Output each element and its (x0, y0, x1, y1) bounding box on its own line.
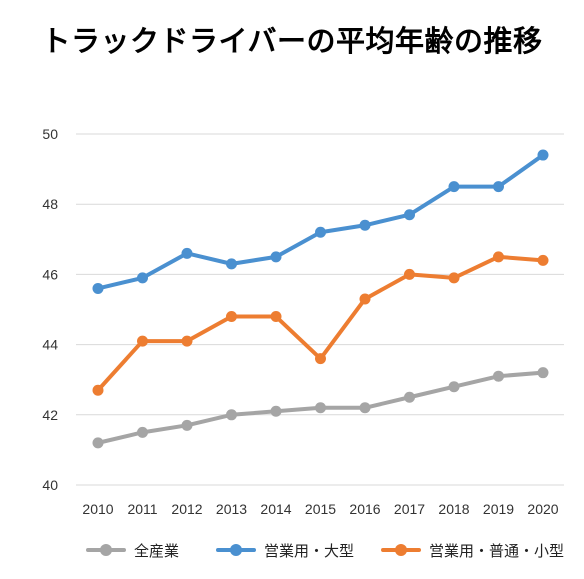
x-tick-label: 2019 (483, 501, 514, 517)
grid-lines (76, 133, 564, 486)
data-point (92, 282, 104, 294)
data-point (226, 409, 237, 421)
data-point (448, 181, 460, 193)
x-tick-label: 2013 (216, 501, 247, 517)
legend-label-commercial-large: 営業用・大型 (264, 541, 355, 560)
legend-swatch-commercial-large (212, 538, 260, 562)
x-tick-label: 2017 (394, 501, 425, 517)
x-tick-label: 2015 (305, 501, 336, 517)
data-point (181, 419, 193, 431)
x-tick-label: 2016 (349, 501, 380, 517)
data-point (270, 405, 282, 417)
y-tick-label: 50 (42, 126, 58, 142)
data-point (315, 226, 326, 238)
y-tick-label: 48 (42, 196, 58, 212)
data-point (92, 384, 104, 396)
data-point (537, 367, 549, 379)
data-point (270, 251, 282, 263)
data-point (137, 335, 148, 347)
legend-swatch-commercial-small (377, 538, 425, 562)
x-tick-label: 2020 (527, 501, 558, 517)
data-point (315, 402, 326, 414)
y-tick-label: 44 (42, 337, 58, 353)
data-point (493, 181, 504, 193)
series-line-2 (96, 254, 545, 393)
data-point (181, 247, 193, 259)
data-point (137, 272, 148, 284)
legend-label-all-industries: 全産業 (134, 541, 180, 560)
x-tick-label: 2014 (260, 501, 291, 517)
x-tick-label: 2011 (127, 501, 157, 517)
data-point (359, 293, 371, 305)
x-tick-label: 2018 (438, 501, 469, 517)
data-point (537, 149, 549, 161)
chart-title: トラックドライバーの平均年齢の推移 (41, 24, 543, 58)
data-point (404, 209, 415, 221)
data-point (270, 311, 282, 323)
data-point (359, 219, 371, 231)
legend: 全産業 営業用・大型 営業用・普通・小型 (0, 538, 584, 562)
y-axis-tick-labels: 40 42 44 46 48 50 (42, 126, 58, 493)
x-tick-label: 2010 (82, 501, 113, 517)
data-point (92, 437, 104, 449)
data-point (493, 370, 504, 382)
data-point (359, 402, 371, 414)
data-point (181, 335, 193, 347)
data-point (137, 426, 148, 438)
data-point (448, 381, 460, 393)
data-point (404, 268, 415, 280)
series-group (92, 149, 549, 449)
data-point (226, 258, 237, 270)
data-point (493, 251, 504, 263)
y-tick-label: 42 (42, 407, 58, 423)
data-point (226, 311, 237, 323)
legend-item-commercial-large: 営業用・大型 (212, 538, 354, 562)
legend-item-commercial-small: 営業用・普通・小型 (377, 538, 564, 562)
legend-item-all-industries: 全産業 (82, 538, 179, 562)
y-tick-label: 46 (42, 266, 58, 282)
x-tick-label: 2012 (171, 501, 202, 517)
x-axis-tick-labels: 2010 2011 2012 2013 2014 2015 2016 2017 2018 2019… (82, 501, 558, 517)
data-point (537, 254, 549, 266)
y-tick-label: 40 (42, 477, 58, 493)
legend-swatch-all-industries (82, 538, 130, 562)
data-point (315, 353, 326, 365)
data-point (448, 272, 460, 284)
data-point (404, 391, 415, 403)
legend-label-commercial-small: 営業用・普通・小型 (429, 541, 565, 560)
